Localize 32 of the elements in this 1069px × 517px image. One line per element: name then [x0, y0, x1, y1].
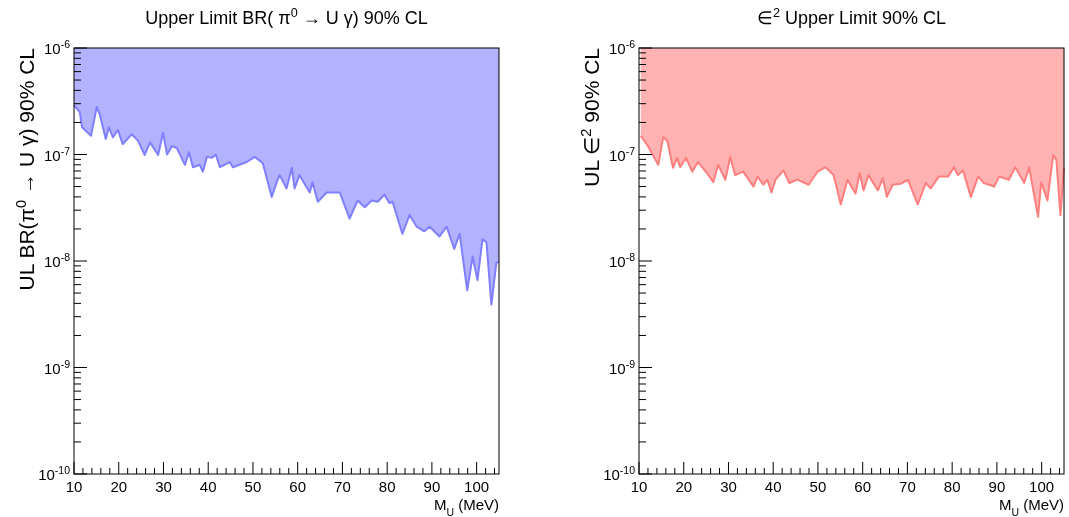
x-tick-label: 80 — [378, 478, 396, 495]
x-tick-label: 60 — [854, 478, 872, 495]
y-tick-label: 10$^{-7}$ — [43, 144, 71, 164]
x-tick-label: 30 — [720, 478, 737, 495]
x-tick-label: 40 — [764, 478, 782, 495]
y-tick-label: 10$^{-7}$ — [608, 144, 636, 164]
y-tick-label: 10$^{-9}$ — [608, 357, 636, 377]
x-tick-label: 70 — [899, 478, 916, 495]
x-tick-label: 80 — [943, 478, 961, 495]
x-tick-label: 70 — [334, 478, 351, 495]
chart-title: ∈$^{2}$ Upper Limit 90% CL — [756, 6, 947, 28]
x-tick-label: 50 — [244, 478, 262, 495]
x-tick-label: 90 — [423, 478, 441, 495]
x-tick-label: 30 — [155, 478, 172, 495]
x-tick-label: 90 — [988, 478, 1006, 495]
line-series — [73, 104, 500, 306]
x-axis-title: M$_{U}$ (MeV) — [433, 496, 499, 517]
x-tick-label: 20 — [110, 478, 128, 495]
y-tick-label: 10$^{-6}$ — [43, 38, 71, 57]
x-tick-label: 60 — [289, 478, 307, 495]
y-tick-label: 10$^{-6}$ — [608, 38, 636, 57]
x-tick-label: 50 — [809, 478, 827, 495]
x-tick-label: 100 — [1029, 478, 1055, 495]
x-axis-title: M$_{U}$ (MeV) — [998, 496, 1064, 517]
x-tick-label: 40 — [199, 478, 217, 495]
y-tick-label: 10$^{-8}$ — [608, 251, 636, 270]
y-tick-label: 10$^{-8}$ — [43, 251, 71, 270]
line-series — [639, 134, 1065, 218]
x-tick-label: 20 — [675, 478, 693, 495]
y-tick-label: 10$^{-9}$ — [43, 357, 71, 377]
x-tick-label: 100 — [464, 478, 490, 495]
chart-title: Upper Limit BR( π$^{0}$ → U γ) 90% CL — [145, 6, 428, 28]
